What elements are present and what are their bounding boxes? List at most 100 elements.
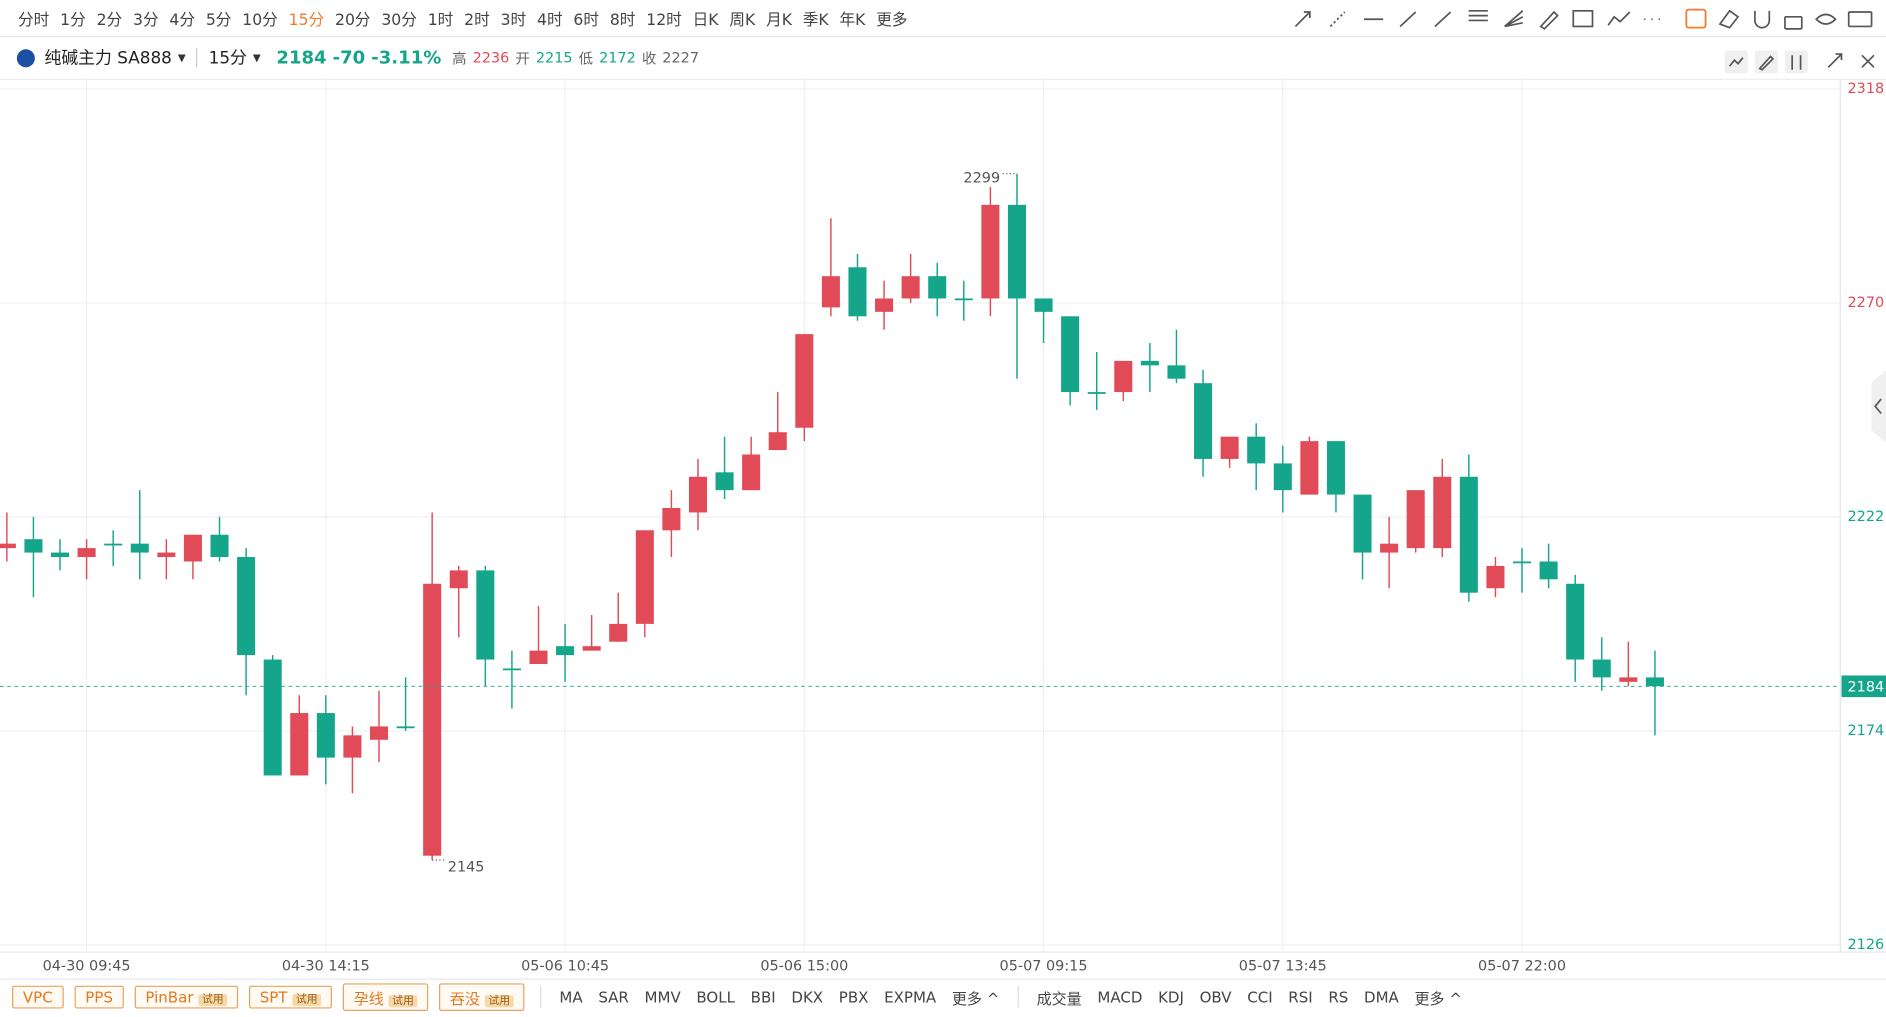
- indicator[interactable]: 成交量: [1036, 988, 1082, 1007]
- candle: [24, 516, 43, 598]
- candle-body: [77, 548, 96, 558]
- tool-icon[interactable]: [1504, 10, 1524, 28]
- candle: [449, 565, 468, 638]
- indicator[interactable]: BOLL: [696, 987, 736, 1006]
- candle-body: [1087, 392, 1106, 394]
- period-button[interactable]: 月K: [766, 11, 792, 30]
- indicator[interactable]: 更多 ^: [1414, 988, 1462, 1007]
- indicator[interactable]: RS: [1328, 987, 1349, 1006]
- tool-icon[interactable]: [1815, 13, 1837, 25]
- candle: [316, 695, 335, 785]
- pattern-button[interactable]: PinBar 试用: [134, 985, 239, 1008]
- tool-icon[interactable]: [1539, 10, 1559, 30]
- indicator[interactable]: SAR: [598, 987, 629, 1006]
- candle-body: [1486, 565, 1505, 589]
- period-button[interactable]: 4分: [169, 11, 196, 30]
- tool-icon[interactable]: [1784, 15, 1803, 30]
- indicator[interactable]: KDJ: [1158, 987, 1184, 1006]
- pattern-button[interactable]: VPC: [12, 985, 64, 1008]
- indicator[interactable]: RSI: [1288, 987, 1313, 1006]
- period-button[interactable]: 3分: [133, 11, 159, 30]
- period-button[interactable]: 日K: [692, 11, 719, 30]
- tool-icon[interactable]: [1572, 9, 1594, 28]
- period[interactable]: 15分: [208, 49, 247, 69]
- chart-button[interactable]: [1784, 50, 1808, 74]
- tool-icon[interactable]: [1399, 11, 1417, 28]
- candle-body: [1194, 383, 1213, 459]
- tool-icon[interactable]: [1754, 10, 1771, 29]
- indicator[interactable]: 更多 ^: [951, 988, 1000, 1007]
- candle: [662, 490, 681, 558]
- period-button[interactable]: 1时: [427, 11, 454, 30]
- tool-icon[interactable]: [1329, 11, 1346, 28]
- x-tick-label: 05-07 22:00: [1478, 958, 1566, 974]
- period-button[interactable]: 3时: [500, 11, 527, 30]
- tool-icon[interactable]: [1685, 8, 1707, 29]
- indicator[interactable]: OBV: [1199, 987, 1232, 1006]
- period-button[interactable]: 8时: [609, 11, 636, 30]
- period-button[interactable]: 年K: [839, 11, 866, 30]
- tool-icon[interactable]: [1847, 11, 1873, 28]
- candle-body: [449, 570, 468, 589]
- indicator[interactable]: MA: [559, 987, 583, 1006]
- period-button[interactable]: 2时: [464, 11, 490, 30]
- period-button[interactable]: 10分: [242, 11, 278, 30]
- candle: [1645, 650, 1664, 736]
- period-button[interactable]: 周K: [729, 11, 756, 30]
- candle: [1061, 316, 1080, 406]
- indicator[interactable]: MACD: [1097, 987, 1143, 1006]
- period-button[interactable]: 15分: [288, 11, 325, 30]
- candle-body: [928, 276, 947, 299]
- period-button[interactable]: 5分: [205, 11, 232, 30]
- candle-body: [1220, 436, 1239, 459]
- tool-icon[interactable]: [1434, 11, 1452, 28]
- side-tab[interactable]: [1871, 370, 1886, 443]
- period-button[interactable]: 12时: [646, 11, 682, 30]
- period-button[interactable]: 30分: [381, 11, 417, 30]
- period-button[interactable]: 2分: [96, 11, 123, 30]
- period-button[interactable]: 分时: [18, 11, 50, 30]
- candle: [1433, 458, 1452, 558]
- indicator[interactable]: DKX: [791, 987, 824, 1006]
- candle-body: [369, 726, 389, 740]
- indicator[interactable]: CCI: [1247, 987, 1273, 1006]
- candle: [1273, 445, 1292, 513]
- indicator[interactable]: EXPMA: [884, 987, 937, 1006]
- candle: [1114, 360, 1133, 402]
- x-tick-label: 05-07 13:45: [1239, 958, 1327, 974]
- period-button[interactable]: 4时: [536, 11, 563, 30]
- candle-body: [104, 543, 123, 546]
- period-button[interactable]: 季K: [802, 11, 829, 30]
- candle: [1194, 369, 1213, 477]
- candle: [1539, 543, 1558, 589]
- period-button[interactable]: 20分: [334, 11, 371, 30]
- tool-icon[interactable]: [1718, 9, 1740, 29]
- y-tick-label: 2126: [1848, 937, 1885, 953]
- close-icon[interactable]: [1861, 54, 1875, 68]
- maximize-icon[interactable]: [1827, 53, 1843, 68]
- tool-icon[interactable]: [1294, 11, 1311, 28]
- tool-icon[interactable]: [1607, 11, 1631, 26]
- trial-tag: 试用: [198, 993, 228, 1006]
- candle: [954, 280, 973, 321]
- separator: [540, 985, 542, 1008]
- pattern-button[interactable]: 吞没 试用: [439, 982, 525, 1011]
- tool-icon[interactable]: [1468, 9, 1488, 22]
- indicator[interactable]: MMV: [644, 987, 681, 1006]
- indicator[interactable]: PBX: [838, 987, 869, 1006]
- candle-body: [1433, 476, 1452, 549]
- candle-body: [1459, 476, 1478, 593]
- candle: [423, 512, 442, 861]
- indicator[interactable]: BBI: [750, 987, 776, 1006]
- candle: [582, 614, 601, 651]
- pattern-button[interactable]: SPT 试用: [248, 985, 333, 1008]
- pattern-button[interactable]: PPS: [74, 985, 124, 1008]
- symbol[interactable]: 纯碱主力 SA888: [44, 49, 172, 69]
- period-button[interactable]: 更多: [876, 11, 908, 30]
- pattern-button[interactable]: 孕线 试用: [342, 982, 429, 1011]
- candle-body: [1406, 490, 1425, 549]
- indicator[interactable]: DMA: [1363, 987, 1399, 1006]
- period-button[interactable]: 1分: [60, 11, 86, 30]
- period-button[interactable]: 6时: [573, 11, 600, 30]
